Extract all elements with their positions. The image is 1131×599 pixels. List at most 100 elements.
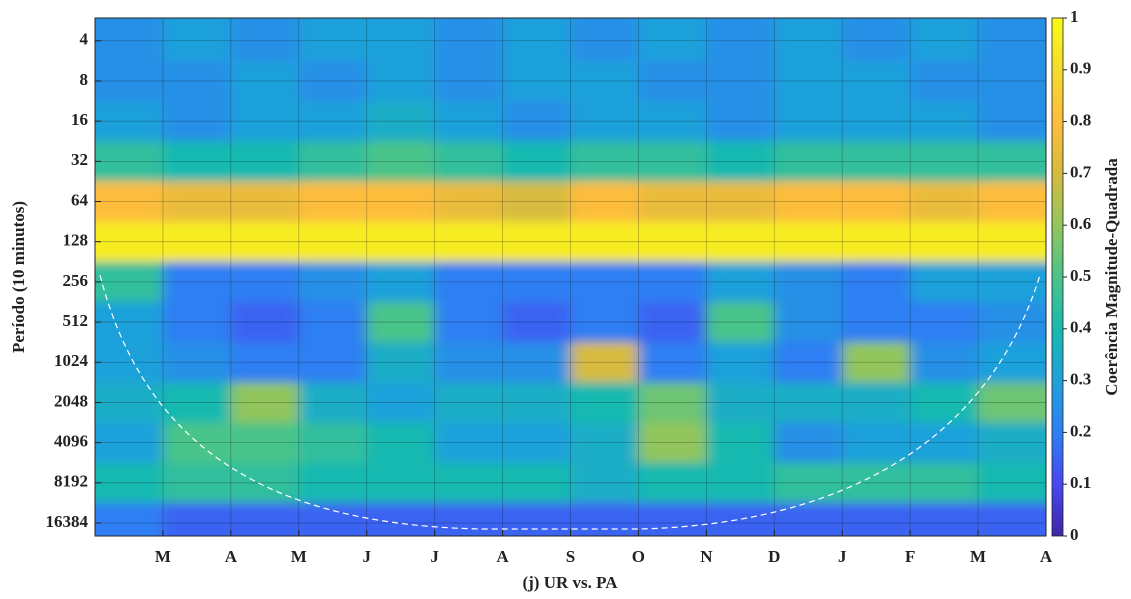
coherence-cell <box>502 18 571 62</box>
coherence-cell <box>298 261 368 303</box>
coherence-cell <box>570 101 639 142</box>
colorbar-tick-label: 0.7 <box>1070 162 1092 181</box>
coherence-cell <box>162 422 232 464</box>
coherence-cell <box>434 60 504 102</box>
coherence-cell <box>95 101 164 142</box>
y-tick-label: 8 <box>80 70 89 89</box>
x-tick-label: M <box>291 547 307 566</box>
coherence-cell <box>434 18 504 62</box>
coherence-cell <box>638 261 707 303</box>
colorbar-tick-label: 0.8 <box>1070 111 1091 130</box>
coherence-cell <box>774 181 843 223</box>
coherence-cell <box>638 342 707 383</box>
y-tick-label: 512 <box>63 311 89 330</box>
y-tick-label: 16384 <box>46 512 89 531</box>
coherence-cell <box>298 422 368 464</box>
coherence-cell <box>706 502 775 536</box>
x-tick-label: M <box>155 547 171 566</box>
coherence-cell <box>162 141 232 182</box>
coherence-cell <box>638 181 707 223</box>
coherence-cell <box>95 422 164 464</box>
coherence-cell <box>366 221 436 263</box>
y-tick-label: 8192 <box>54 472 88 491</box>
coherence-cell <box>570 462 639 504</box>
coherence-cell <box>298 60 368 102</box>
coherence-cell <box>842 462 911 504</box>
grid <box>95 18 1047 536</box>
coherence-cell <box>502 261 571 303</box>
y-tick-label: 128 <box>63 231 89 250</box>
coherence-cell <box>434 261 504 303</box>
x-tick-label: A <box>225 547 238 566</box>
x-tick-label: J <box>362 547 371 566</box>
coherence-cell <box>162 18 232 62</box>
coherence-cell <box>95 221 164 263</box>
coherence-cell <box>638 502 707 536</box>
coherence-cell <box>434 141 504 182</box>
coherence-cell <box>842 502 911 536</box>
coherence-cell <box>842 221 911 263</box>
colorbar-title: Coerência Magnitude-Quadrada <box>1102 158 1121 396</box>
coherence-cell <box>978 60 1046 102</box>
coherence-cell <box>298 382 368 424</box>
coherence-cell <box>95 462 164 504</box>
coherence-cell <box>842 18 911 62</box>
coherence-cell <box>978 181 1046 223</box>
coherence-cell <box>842 301 911 343</box>
coherence-cell <box>638 18 707 62</box>
coherence-cell <box>910 221 979 263</box>
coherence-cell <box>434 221 504 263</box>
coherence-cell <box>978 462 1046 504</box>
coherence-cell <box>502 301 571 343</box>
coherence-cell <box>162 502 232 536</box>
coherence-cell <box>706 301 775 343</box>
x-tick-label: O <box>632 547 645 566</box>
coherence-cell <box>570 342 639 383</box>
coherence-cell <box>366 18 436 62</box>
coherence-cell <box>706 221 775 263</box>
coherence-cell <box>298 221 368 263</box>
coherence-cell <box>502 342 571 383</box>
coherence-cell <box>230 18 300 62</box>
y-axis-title: Período (10 minutos) <box>9 201 28 353</box>
coherence-cell <box>434 422 504 464</box>
coherence-cell <box>774 221 843 263</box>
coherence-cell <box>774 60 843 102</box>
x-tick-label: N <box>700 547 713 566</box>
coherence-cell <box>95 382 164 424</box>
coherence-cell <box>570 301 639 343</box>
coherence-cell <box>366 422 436 464</box>
coherence-cell <box>434 301 504 343</box>
coherence-cell <box>298 181 368 223</box>
coherence-cell <box>502 382 571 424</box>
coherence-cell <box>230 60 300 102</box>
coherence-cell <box>910 342 979 383</box>
coherence-cell <box>638 141 707 182</box>
coherence-cell <box>706 181 775 223</box>
y-tick-label: 256 <box>63 271 89 290</box>
coherence-cell <box>95 502 164 536</box>
x-tick-label: F <box>905 547 915 566</box>
x-tick-label: J <box>430 547 439 566</box>
coherence-cell <box>366 60 436 102</box>
coherence-cell <box>978 502 1046 536</box>
coherence-cell <box>366 101 436 142</box>
coherence-cell <box>774 141 843 182</box>
coherence-cell <box>706 101 775 142</box>
coherence-cell <box>298 301 368 343</box>
coherence-cell <box>570 18 639 62</box>
coherence-cell <box>162 342 232 383</box>
coherence-cell <box>910 382 979 424</box>
y-tick-label: 4096 <box>54 432 88 451</box>
coherence-cell <box>95 141 164 182</box>
coherence-cell <box>502 101 571 142</box>
coherence-cell <box>162 181 232 223</box>
coherence-cell <box>570 261 639 303</box>
coherence-cell <box>502 60 571 102</box>
coherence-cell <box>502 422 571 464</box>
coherence-cell <box>95 18 164 62</box>
coherence-cell <box>366 261 436 303</box>
coherence-cell <box>298 18 368 62</box>
coherence-cell <box>910 462 979 504</box>
